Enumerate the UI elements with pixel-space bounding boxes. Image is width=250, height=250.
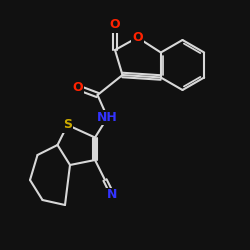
Text: NH: NH xyxy=(97,111,118,124)
Text: S: S xyxy=(63,118,72,132)
Text: O: O xyxy=(110,18,120,32)
Text: N: N xyxy=(107,188,118,202)
Text: O: O xyxy=(132,31,143,44)
Text: O: O xyxy=(72,81,83,94)
